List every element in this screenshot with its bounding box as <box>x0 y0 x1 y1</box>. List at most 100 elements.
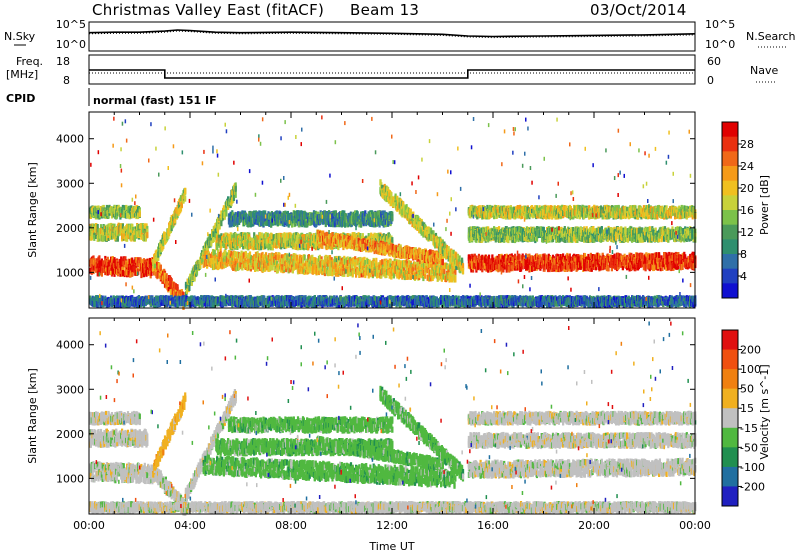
power-cell <box>234 191 237 198</box>
power-cell <box>142 271 146 278</box>
power-cell <box>113 223 116 230</box>
power-cell <box>303 254 306 261</box>
power-heatmap-cells <box>89 115 697 310</box>
power-cell <box>131 227 135 233</box>
plot-title: Christmas Valley East (fitACF) <box>92 1 324 19</box>
power-cell <box>148 257 151 264</box>
power-cell <box>112 211 115 218</box>
frequency-series <box>89 69 695 79</box>
power-cell <box>90 234 93 241</box>
power-cell <box>114 263 117 270</box>
power-cell <box>140 272 143 279</box>
power-cell <box>124 269 127 276</box>
noise-right-tick-bottom: 10^0 <box>705 38 735 51</box>
noise-sky-series <box>88 29 696 38</box>
freq-left-tick-top: 18 <box>56 55 70 68</box>
power-cell <box>105 260 108 267</box>
frequency-panel: Freq. [MHz] 18 8 60 0 Nave <box>6 54 778 87</box>
noise-search-label: N.Search <box>746 30 796 43</box>
power-cell <box>93 234 96 241</box>
freq-right-tick-top: 60 <box>707 55 721 68</box>
noise-left-tick-bottom: 10^0 <box>56 38 86 51</box>
power-cell <box>106 256 109 263</box>
power-cell <box>114 205 117 212</box>
power-cell <box>98 255 101 262</box>
power-cell <box>120 223 123 230</box>
beam-label: Beam 13 <box>350 1 419 19</box>
power-cell <box>137 257 140 264</box>
power-cell <box>381 259 384 266</box>
power-cell <box>153 269 156 276</box>
power-cell <box>126 235 129 242</box>
power-cell <box>184 187 187 194</box>
power-cell <box>105 265 108 272</box>
noise-search-series <box>88 30 696 39</box>
power-cell <box>121 270 124 276</box>
power-cell <box>135 257 138 263</box>
noise-panel: N.Sky 10^5 10^0 10^5 10^0 N.Search <box>4 18 796 52</box>
power-cell <box>146 232 149 239</box>
power-cell <box>234 186 237 193</box>
power-cell <box>112 266 115 273</box>
power-cell <box>120 256 123 263</box>
noise-left-tick-top: 10^5 <box>56 18 86 31</box>
power-cell <box>126 223 129 230</box>
power-cell <box>103 235 106 242</box>
power-cell <box>99 224 103 231</box>
power-cell <box>133 235 136 242</box>
power-cell <box>138 211 141 218</box>
power-cell <box>116 235 119 242</box>
power-cell <box>150 269 153 276</box>
power-cell <box>92 268 95 275</box>
power-cell <box>94 233 98 239</box>
cpid-row: CPID normal (fast) 151 IF <box>6 88 217 107</box>
power-cell <box>97 270 100 277</box>
noise-panel-frame <box>88 21 696 52</box>
freq-label-line1: Freq. <box>16 55 43 68</box>
nave-label: Nave <box>750 64 778 77</box>
power-cell <box>141 259 144 266</box>
power-cell <box>391 237 394 244</box>
power-cell <box>219 251 222 258</box>
power-cell <box>188 285 191 291</box>
noise-right-tick-top: 10^5 <box>705 18 735 31</box>
power-cell <box>441 259 444 265</box>
power-cell <box>111 256 114 262</box>
freq-label-line2: [MHz] <box>6 68 38 81</box>
power-cell <box>128 259 131 265</box>
freq-left-tick-bottom: 8 <box>63 74 70 87</box>
power-cell <box>110 261 114 268</box>
power-cell <box>131 257 134 264</box>
power-cell <box>115 227 119 234</box>
power-cell <box>121 266 124 273</box>
power-cell <box>123 261 126 268</box>
power-cell <box>143 223 146 230</box>
power-cell <box>89 267 92 274</box>
freq-right-tick-bottom: 0 <box>707 74 714 87</box>
power-cell <box>443 268 446 275</box>
power-cell <box>131 270 134 277</box>
power-cell <box>101 266 104 273</box>
power-cell <box>105 230 108 237</box>
power-cell <box>110 229 114 236</box>
power-cell <box>108 223 111 230</box>
power-cell <box>96 224 99 230</box>
power-cell <box>121 223 124 230</box>
power-cell <box>139 257 142 264</box>
date-label: 03/Oct/2014 <box>590 1 687 19</box>
power-cell <box>142 258 146 265</box>
power-cell <box>184 195 187 202</box>
power-cell <box>129 228 132 235</box>
cpid-value: normal (fast) 151 IF <box>93 94 217 107</box>
power-cell <box>454 276 457 283</box>
power-cell <box>146 228 149 235</box>
noise-sky-label: N.Sky <box>4 30 36 43</box>
power-cell <box>391 215 394 222</box>
power-cell <box>109 227 112 233</box>
power-cell <box>100 270 103 277</box>
power-cell <box>140 233 143 240</box>
power-cell <box>454 269 457 276</box>
power-cell <box>375 257 378 264</box>
